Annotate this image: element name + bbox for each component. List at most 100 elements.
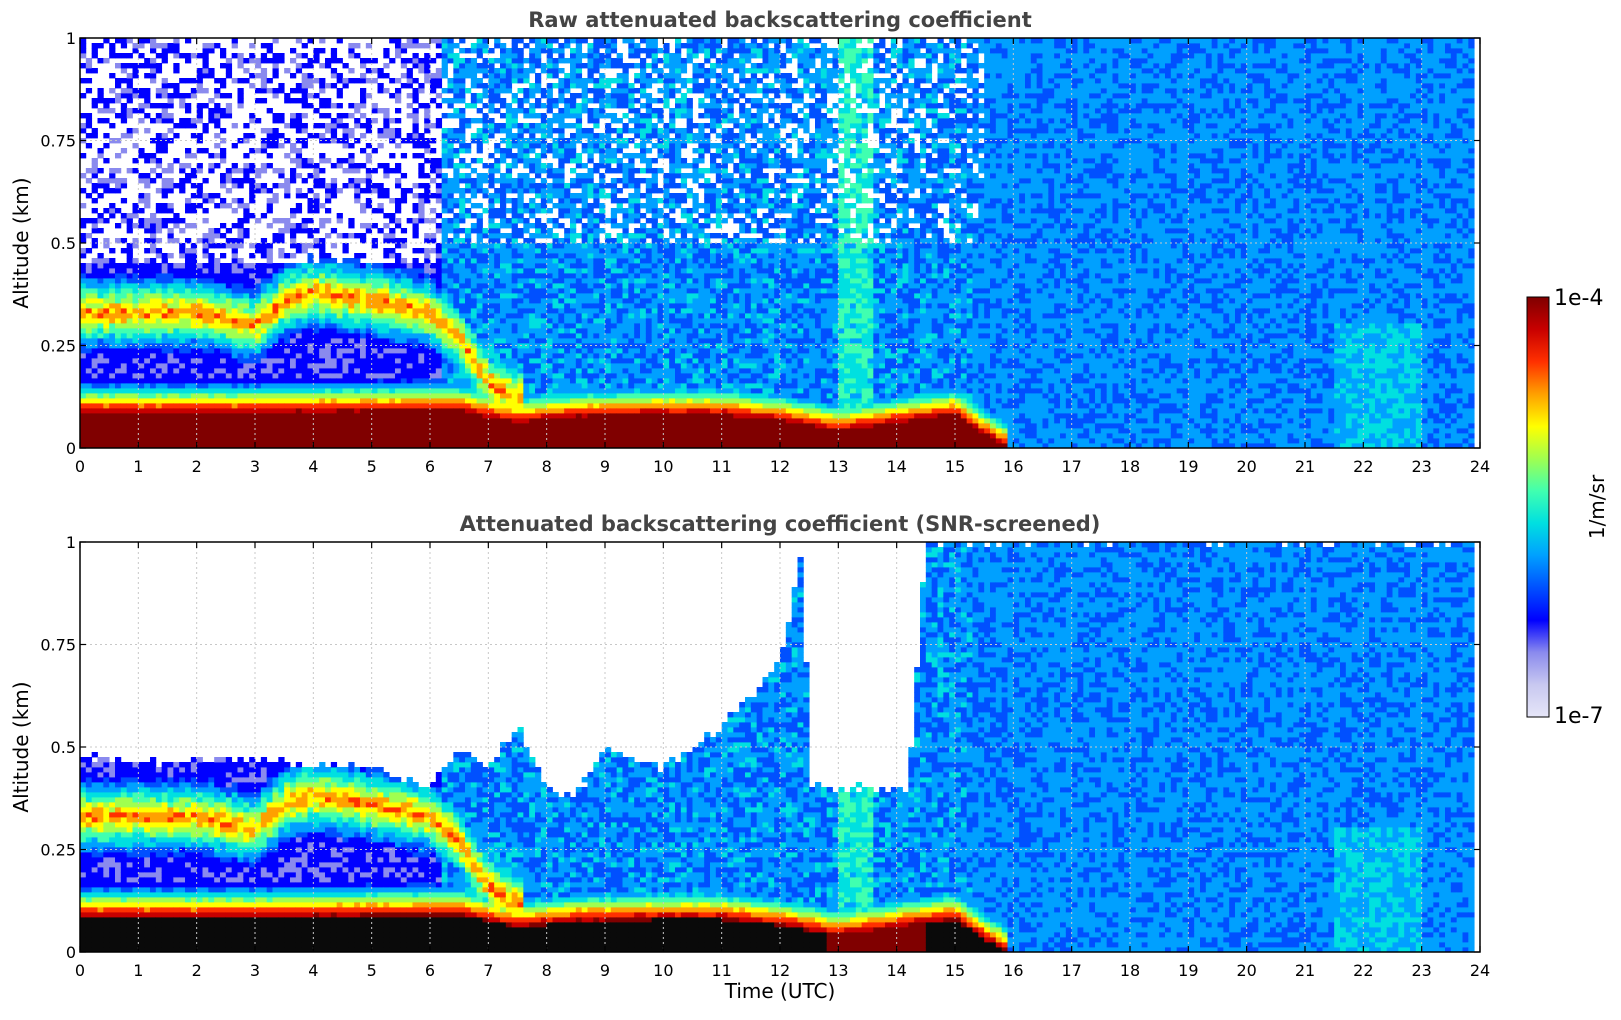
heatmap-cell [424,173,430,178]
heatmap-cell [448,318,454,323]
heatmap-cell [232,223,238,228]
heatmap-cell [436,73,442,78]
heatmap-cell [144,298,150,303]
heatmap-cell [150,303,156,308]
heatmap-cell [418,403,424,408]
heatmap-cell [465,278,471,283]
heatmap-cell [308,383,314,388]
heatmap-cell [348,233,354,238]
heatmap-cell [226,353,232,358]
heatmap-cell [348,428,354,433]
heatmap-cell [267,368,273,373]
heatmap-cell [238,53,244,58]
heatmap-cell [331,318,337,323]
heatmap-cell [459,213,465,218]
heatmap-cell [348,278,354,283]
heatmap-cell [319,323,325,328]
heatmap-cell [523,98,529,103]
heatmap-cell [121,423,127,428]
heatmap-cell [488,378,494,383]
heatmap-cell [413,223,419,228]
heatmap-cell [389,378,395,383]
heatmap-cell [162,278,168,283]
heatmap-cell [354,323,360,328]
heatmap-cell [185,373,191,378]
heatmap-cell [308,233,314,238]
heatmap-cell [459,38,465,43]
heatmap-cell [337,88,343,93]
heatmap-cell [436,213,442,218]
heatmap-cell [500,388,506,393]
heatmap-cell [313,48,319,53]
heatmap-cell [308,408,314,413]
heatmap-cell [144,288,150,293]
heatmap-cell [109,303,115,308]
heatmap-cell [255,188,261,193]
heatmap-cell [494,418,500,423]
heatmap-cell [360,348,366,353]
heatmap-cell [290,318,296,323]
heatmap-cell [80,48,86,53]
heatmap-cell [354,268,360,273]
heatmap-cell [267,353,273,358]
heatmap-cell [296,408,302,413]
heatmap-cell [156,88,162,93]
heatmap-cell [488,328,494,333]
heatmap-cell [401,428,407,433]
heatmap-cell [319,298,325,303]
heatmap-cell [372,298,378,303]
heatmap-cell [518,38,524,43]
heatmap-cell [523,248,529,253]
heatmap-cell [86,378,92,383]
heatmap-cell [459,433,465,438]
heatmap-cell [442,243,448,248]
heatmap-cell [92,388,98,393]
heatmap-cell [150,428,156,433]
heatmap-cell [518,198,524,203]
heatmap-cell [436,433,442,438]
heatmap-cell [92,368,98,373]
heatmap-cell [226,303,232,308]
heatmap-cell [255,218,261,223]
heatmap-cell [232,398,238,403]
heatmap-cell [343,168,349,173]
heatmap-cell [518,363,524,368]
heatmap-cell [488,103,494,108]
heatmap-cell [343,368,349,373]
heatmap-cell [459,438,465,443]
heatmap-cell [109,283,115,288]
heatmap-cell [173,213,179,218]
heatmap-cell [343,363,349,368]
heatmap-cell [80,153,86,158]
heatmap-cell [319,168,325,173]
heatmap-cell [465,368,471,373]
heatmap-cell [232,333,238,338]
heatmap-cell [366,323,372,328]
heatmap-cell [168,253,174,258]
heatmap-cell [284,268,290,273]
heatmap-cell [319,358,325,363]
heatmap-cell [343,128,349,133]
heatmap-cell [214,378,220,383]
heatmap-cell [488,128,494,133]
heatmap-cell [518,233,524,238]
heatmap-cell [185,198,191,203]
heatmap-cell [278,433,284,438]
heatmap-cell [413,128,419,133]
heatmap-cell [418,163,424,168]
heatmap-cell [121,113,127,118]
heatmap-cell [267,288,273,293]
heatmap-cell [354,433,360,438]
heatmap-cell [226,368,232,373]
heatmap-cell [249,168,255,173]
heatmap-cell [331,308,337,313]
heatmap-cell [500,348,506,353]
heatmap-cell [267,278,273,283]
heatmap-cell [337,358,343,363]
heatmap-cell [354,438,360,443]
heatmap-cell [471,83,477,88]
heatmap-cell [267,188,273,193]
heatmap-cell [203,373,209,378]
heatmap-cell [267,333,273,338]
heatmap-cell [92,218,98,223]
